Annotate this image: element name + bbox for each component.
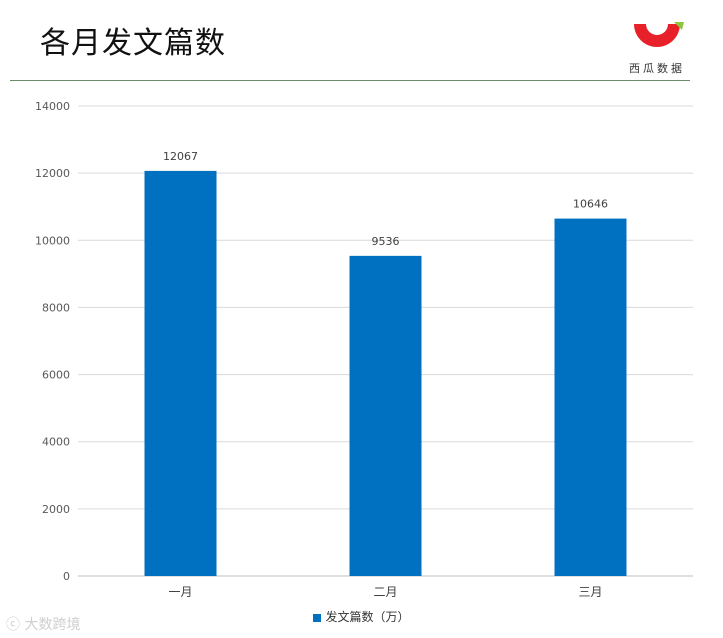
watermelon-icon — [634, 22, 684, 47]
y-tick-label: 14000 — [35, 100, 70, 113]
page-title: 各月发文篇数 — [40, 26, 226, 61]
bar — [349, 255, 422, 576]
watermark: ⓒ 大数跨境 — [6, 614, 80, 634]
y-tick-label: 2000 — [42, 503, 70, 516]
y-tick-label: 6000 — [42, 369, 70, 382]
y-tick-label: 8000 — [42, 301, 70, 314]
bar-chart: 0 2000 4000 6000 8000 10000 12000 14000 12067 一月 9… — [35, 100, 693, 599]
bar — [554, 218, 627, 576]
y-tick-label: 12000 — [35, 167, 70, 180]
watermark-text: 大数跨境 — [24, 617, 81, 633]
header-divider — [10, 80, 690, 81]
y-tick-label: 4000 — [42, 436, 70, 449]
bar — [144, 170, 217, 577]
data-label: 12067 — [163, 150, 198, 163]
x-tick-label: 三月 — [578, 585, 602, 599]
data-label: 10646 — [573, 198, 608, 211]
y-tick-label: 0 — [63, 570, 70, 583]
y-tick-label: 10000 — [35, 234, 70, 247]
data-label: 9536 — [372, 235, 400, 248]
legend-label: 发文篇数（万） — [325, 610, 410, 624]
watermark-icon: ⓒ — [6, 617, 25, 633]
brand-logo: 西瓜数据 — [622, 18, 692, 78]
chart-legend: 发文篇数（万） — [0, 608, 723, 625]
x-tick-label: 二月 — [373, 585, 397, 599]
legend-swatch — [313, 613, 322, 622]
x-tick-label: 一月 — [168, 585, 192, 599]
logo-text: 西瓜数据 — [629, 62, 685, 75]
